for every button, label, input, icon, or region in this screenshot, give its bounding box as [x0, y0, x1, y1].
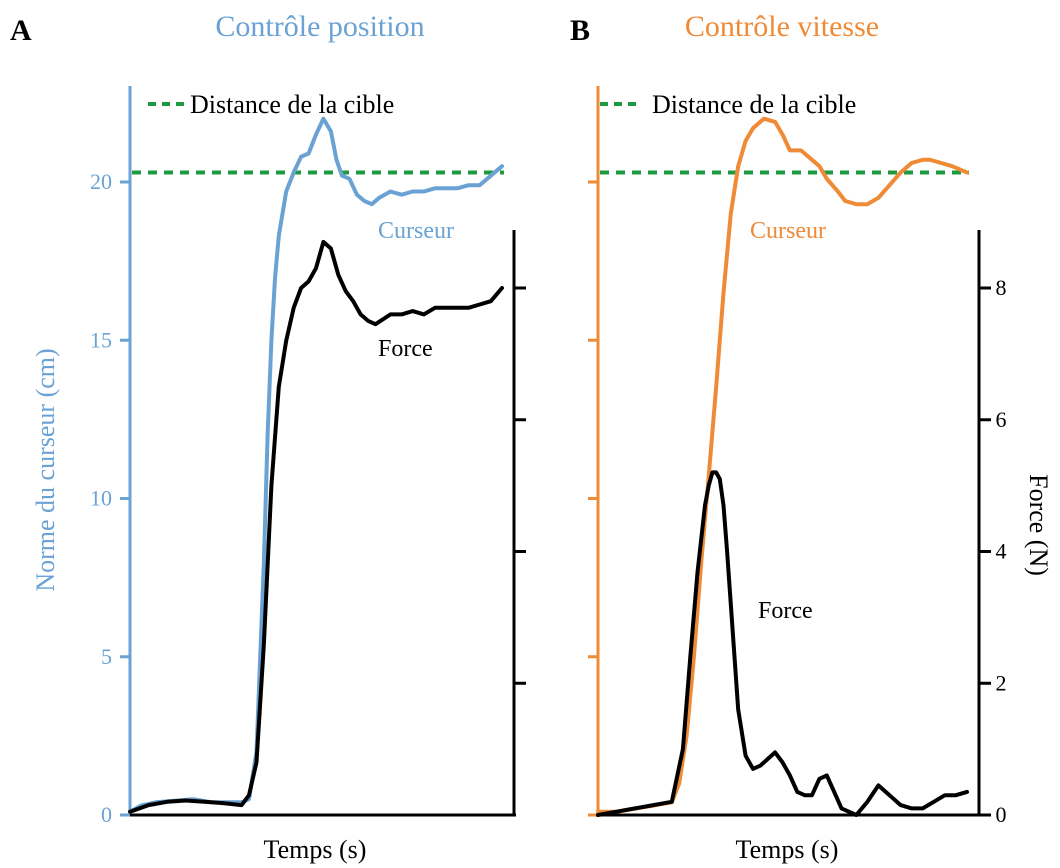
panel-a-series-force [128, 239, 504, 814]
panel-a-ytick-label: 0 [101, 802, 112, 827]
panel-b-xlabel: Temps (s) [736, 835, 839, 864]
panel-a-ytick-label: 20 [90, 169, 112, 194]
panel-b-y2label: Force (N) [1024, 474, 1053, 576]
panel-a-ylabel: Norme du curseur (cm) [31, 348, 60, 591]
panel-b-y2tick-label: 2 [996, 670, 1007, 695]
panel-b-force-label: Force [758, 598, 813, 624]
panel-b-legend-label: Distance de la cible [652, 90, 856, 119]
panel-a-force-label: Force [378, 336, 433, 362]
panel-b-y2tick-label: 0 [996, 802, 1007, 827]
panel-a-letter: A [10, 14, 32, 47]
panel-a-title: Contrôle position [215, 10, 424, 43]
panel-a-ytick-label: 10 [90, 486, 112, 511]
panel-a-legend-label: Distance de la cible [190, 90, 394, 119]
panel-b-series-curseur [596, 116, 969, 814]
panel-b-y2tick-label: 6 [996, 407, 1007, 432]
panel-b-curseur-label: Curseur [750, 218, 826, 244]
panel-a-ytick-label: 5 [101, 644, 112, 669]
panel-a-curseur-label: Curseur [378, 218, 454, 244]
panel-b-letter: B [570, 14, 590, 47]
panel-a-ytick-label: 15 [90, 327, 112, 352]
panel-a-xlabel: Temps (s) [264, 835, 367, 864]
panel-b-y2tick-label: 8 [996, 275, 1007, 300]
panel-b-series-force [596, 470, 969, 817]
panel-b-y2tick-label: 4 [996, 539, 1007, 564]
panel-a-series-curseur [128, 116, 504, 814]
panel-b-title: Contrôle vitesse [685, 10, 879, 43]
